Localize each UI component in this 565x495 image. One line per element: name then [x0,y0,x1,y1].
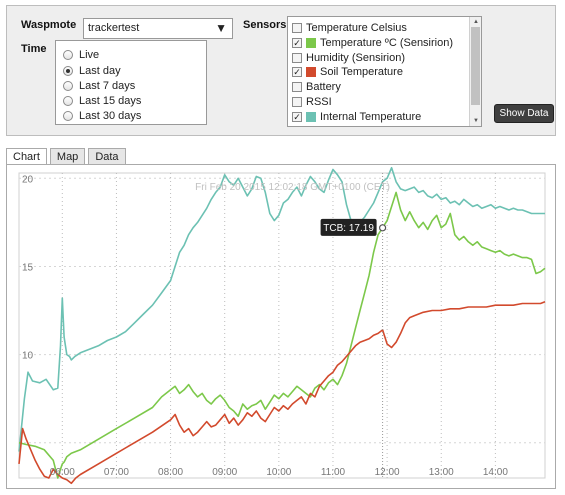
chart-series [18,166,546,485]
chart-axis-labels: 20 15 10 06:00 07:00 08:00 09:00 10:00 11:00 12:0… [22,174,508,478]
time-option-label: Last 15 days [79,95,142,107]
time-option-last-30-days[interactable]: Last 30 days [63,109,141,123]
tab-chart[interactable]: Chart [6,148,47,166]
scroll-up-icon[interactable]: ▲ [473,19,479,25]
x-tick-label: 12:00 [375,467,400,478]
waspmote-select[interactable]: trackertest ▼ [83,18,233,39]
waspmote-select-value: trackertest [88,22,140,34]
series-line-internal [18,166,545,452]
color-swatch [306,112,316,122]
sensor-internal-temperature[interactable]: ✓ Internal Temperature [292,110,421,124]
sensor-label: RSSI [306,96,332,108]
checkbox-humidity-sensirion[interactable] [292,53,302,63]
sensor-label: Internal Temperature [320,111,422,123]
sensor-list[interactable]: Temperature Celsius ✓ Temperature ºC (Se… [287,16,482,127]
time-option-label: Last day [79,65,121,77]
y-tick-label: 20 [22,174,34,185]
tooltip-value: TCB: 17.19 [323,223,374,234]
radio-last-7-days[interactable] [63,81,73,91]
time-option-label: Last 7 days [79,80,136,92]
time-options-box: Live Last day Last 7 days Last 15 days L… [55,40,207,125]
hover-point-marker [378,224,387,232]
time-option-last-day[interactable]: Last day [63,64,121,78]
x-tick-label: 10:00 [266,467,291,478]
tooltip-box [320,218,377,236]
dropdown-arrow-icon[interactable]: ▼ [215,21,227,35]
radio-last-day[interactable] [63,66,73,76]
sensor-battery[interactable]: Battery [292,80,341,94]
color-swatch [306,38,316,48]
sensor-label: Temperature ºC (Sensirion) [320,37,454,49]
checkbox-temperature-celsius[interactable] [292,23,302,33]
sensor-label: Temperature Celsius [306,22,407,34]
x-tick-label: 08:00 [158,467,183,478]
show-data-button[interactable]: Show Data [494,104,554,123]
tooltip-header: Fri Feb 20 2015 12:02:18 GMT+0100 (CET) [195,182,390,193]
x-tick-label: 07:00 [104,467,129,478]
plot-border [18,172,546,479]
checkbox-battery[interactable] [292,82,302,92]
tab-data[interactable]: Data [88,148,126,165]
sensor-list-scrollbar[interactable]: ▲ ▼ [469,17,481,126]
checkbox-rssi[interactable] [292,97,302,107]
scroll-down-icon[interactable]: ▼ [473,118,479,124]
checkbox-soil-temperature[interactable]: ✓ [292,67,302,77]
time-option-last-7-days[interactable]: Last 7 days [63,79,135,93]
sensor-label: Battery [306,81,341,93]
time-label: Time [21,43,47,55]
x-tick-label: 13:00 [429,467,454,478]
y-tick-label: 15 [22,262,34,273]
sensor-temperature-sensirion[interactable]: ✓ Temperature ºC (Sensirion) [292,36,453,50]
chart-panel: 20 15 10 06:00 07:00 08:00 09:00 10:00 11:00 12:0… [6,164,556,489]
time-option-label: Last 30 days [79,110,142,122]
time-option-live[interactable]: Live [63,48,99,62]
checkbox-internal-temperature[interactable]: ✓ [292,112,302,122]
line-chart[interactable]: 20 15 10 06:00 07:00 08:00 09:00 10:00 11:00 12:0… [7,165,555,488]
series-line-sensirion [18,191,546,479]
waspmote-label: Waspmote [21,19,77,31]
radio-last-15-days[interactable] [63,96,73,106]
sensor-temperature-celsius[interactable]: Temperature Celsius [292,21,407,35]
filter-panel: Waspmote trackertest ▼ Time Live Last da… [6,5,556,136]
time-option-label: Live [79,49,100,61]
sensor-label: Soil Temperature [320,66,403,78]
y-tick-label: 10 [22,351,34,362]
scroll-thumb[interactable] [471,27,480,105]
x-tick-label: 09:00 [212,467,237,478]
x-tick-label: 14:00 [483,467,508,478]
series-line-soil [18,300,546,485]
chart-tooltip: Fri Feb 20 2015 12:02:18 GMT+0100 (CET) T… [195,173,390,478]
sensor-rssi[interactable]: RSSI [292,95,332,109]
sensor-soil-temperature[interactable]: ✓ Soil Temperature [292,65,403,79]
sensor-label: Humidity (Sensirion) [306,52,406,64]
radio-live[interactable] [63,50,73,60]
chart-grid [18,172,546,479]
radio-last-30-days[interactable] [63,111,73,121]
color-swatch [306,67,316,77]
x-tick-label: 06:00 [50,467,75,478]
time-option-last-15-days[interactable]: Last 15 days [63,94,141,108]
view-tabs: Chart Map Data [6,148,129,166]
sensors-label: Sensors [243,19,287,31]
tab-map[interactable]: Map [49,148,86,165]
checkbox-temperature-sensirion[interactable]: ✓ [292,38,302,48]
x-tick-label: 11:00 [321,467,346,478]
sensor-humidity-sensirion[interactable]: Humidity (Sensirion) [292,51,405,65]
